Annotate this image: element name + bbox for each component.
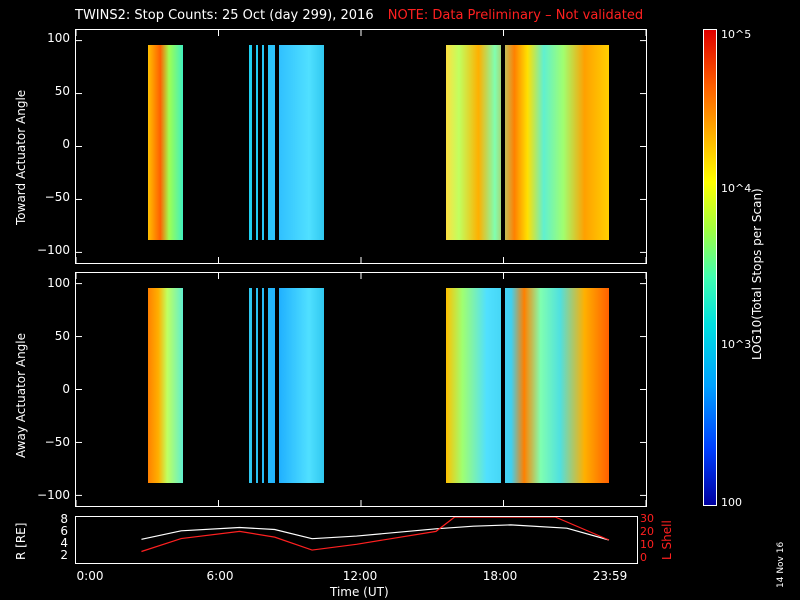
data-gap xyxy=(252,288,256,483)
toward-ytick: 0 xyxy=(62,137,70,151)
away-ytick: −100 xyxy=(37,488,70,502)
r-tick: 4 xyxy=(60,536,68,550)
colorbar-title: LOG10(Total Stops per Scan) xyxy=(750,188,764,360)
x-tick: 12:00 xyxy=(342,569,378,583)
toward-ylabel: Toward Actuator Angle xyxy=(14,89,28,225)
lshell-tick: 0 xyxy=(640,551,647,564)
chart-title: TWINS2: Stop Counts: 25 Oct (day 299), 2… xyxy=(75,8,643,23)
data-gap xyxy=(252,45,256,240)
x-tick: 0:00 xyxy=(76,569,104,583)
x-tick: 18:00 xyxy=(482,569,518,583)
data-gap xyxy=(275,45,279,240)
data-gap xyxy=(264,45,268,240)
data-gap xyxy=(501,288,505,483)
heat-segment-3 xyxy=(446,288,609,483)
lshell-tick: 10 xyxy=(640,538,654,551)
x-tick: 23:59 xyxy=(592,569,628,583)
away-axis-svg xyxy=(76,273,646,506)
away-ytick: 100 xyxy=(47,276,70,290)
colorbar-tick: 10^3 xyxy=(721,338,752,351)
orbit-panel xyxy=(75,516,638,564)
data-gap xyxy=(275,288,279,483)
r-axis-label: R [RE] xyxy=(14,522,28,560)
heat-segment-2 xyxy=(249,45,324,240)
toward-ytick: 100 xyxy=(47,31,70,45)
x-tick: 6:00 xyxy=(206,569,234,583)
orbit-svg xyxy=(141,517,610,553)
r-tick: 6 xyxy=(60,524,68,538)
lshell-tick: 20 xyxy=(640,525,654,538)
toward-ytick: 50 xyxy=(54,84,70,98)
x-axis-title: Time (UT) xyxy=(330,585,389,599)
toward-ytick: −50 xyxy=(44,190,70,204)
heat-segment-3 xyxy=(446,45,609,240)
data-gap xyxy=(258,288,262,483)
chart-title-main: TWINS2: Stop Counts: 25 Oct (day 299), 2… xyxy=(75,8,374,23)
preliminary-note: NOTE: Data Preliminary – Not validated xyxy=(387,8,644,23)
heat-segment-2 xyxy=(249,288,324,483)
toward-heatmap-panel xyxy=(75,29,647,264)
data-gap xyxy=(501,45,505,240)
lshell-series-line xyxy=(141,517,610,553)
toward-axis-svg xyxy=(76,30,646,263)
colorbar-tick: 10^4 xyxy=(721,182,752,195)
toward-ytick: −100 xyxy=(37,243,70,257)
lshell-axis-label: L Shell xyxy=(660,520,674,560)
heat-segment-1 xyxy=(148,45,183,240)
colorbar-tick: 10^5 xyxy=(721,28,752,41)
data-gap xyxy=(258,45,262,240)
away-ytick: −50 xyxy=(44,435,70,449)
lshell-tick: 30 xyxy=(640,512,654,525)
r-tick: 2 xyxy=(60,548,68,562)
away-heatmap-panel xyxy=(75,272,647,507)
date-stamp: 14 Nov 16 xyxy=(776,541,786,588)
r-series-line xyxy=(141,524,610,541)
colorbar-tick: 100 xyxy=(721,496,742,509)
colorbar xyxy=(703,29,717,506)
r-tick: 8 xyxy=(60,512,68,526)
away-ylabel: Away Actuator Angle xyxy=(14,332,28,458)
heat-segment-1 xyxy=(148,288,183,483)
away-ytick: 0 xyxy=(62,382,70,396)
away-ytick: 50 xyxy=(54,329,70,343)
data-gap xyxy=(264,288,268,483)
